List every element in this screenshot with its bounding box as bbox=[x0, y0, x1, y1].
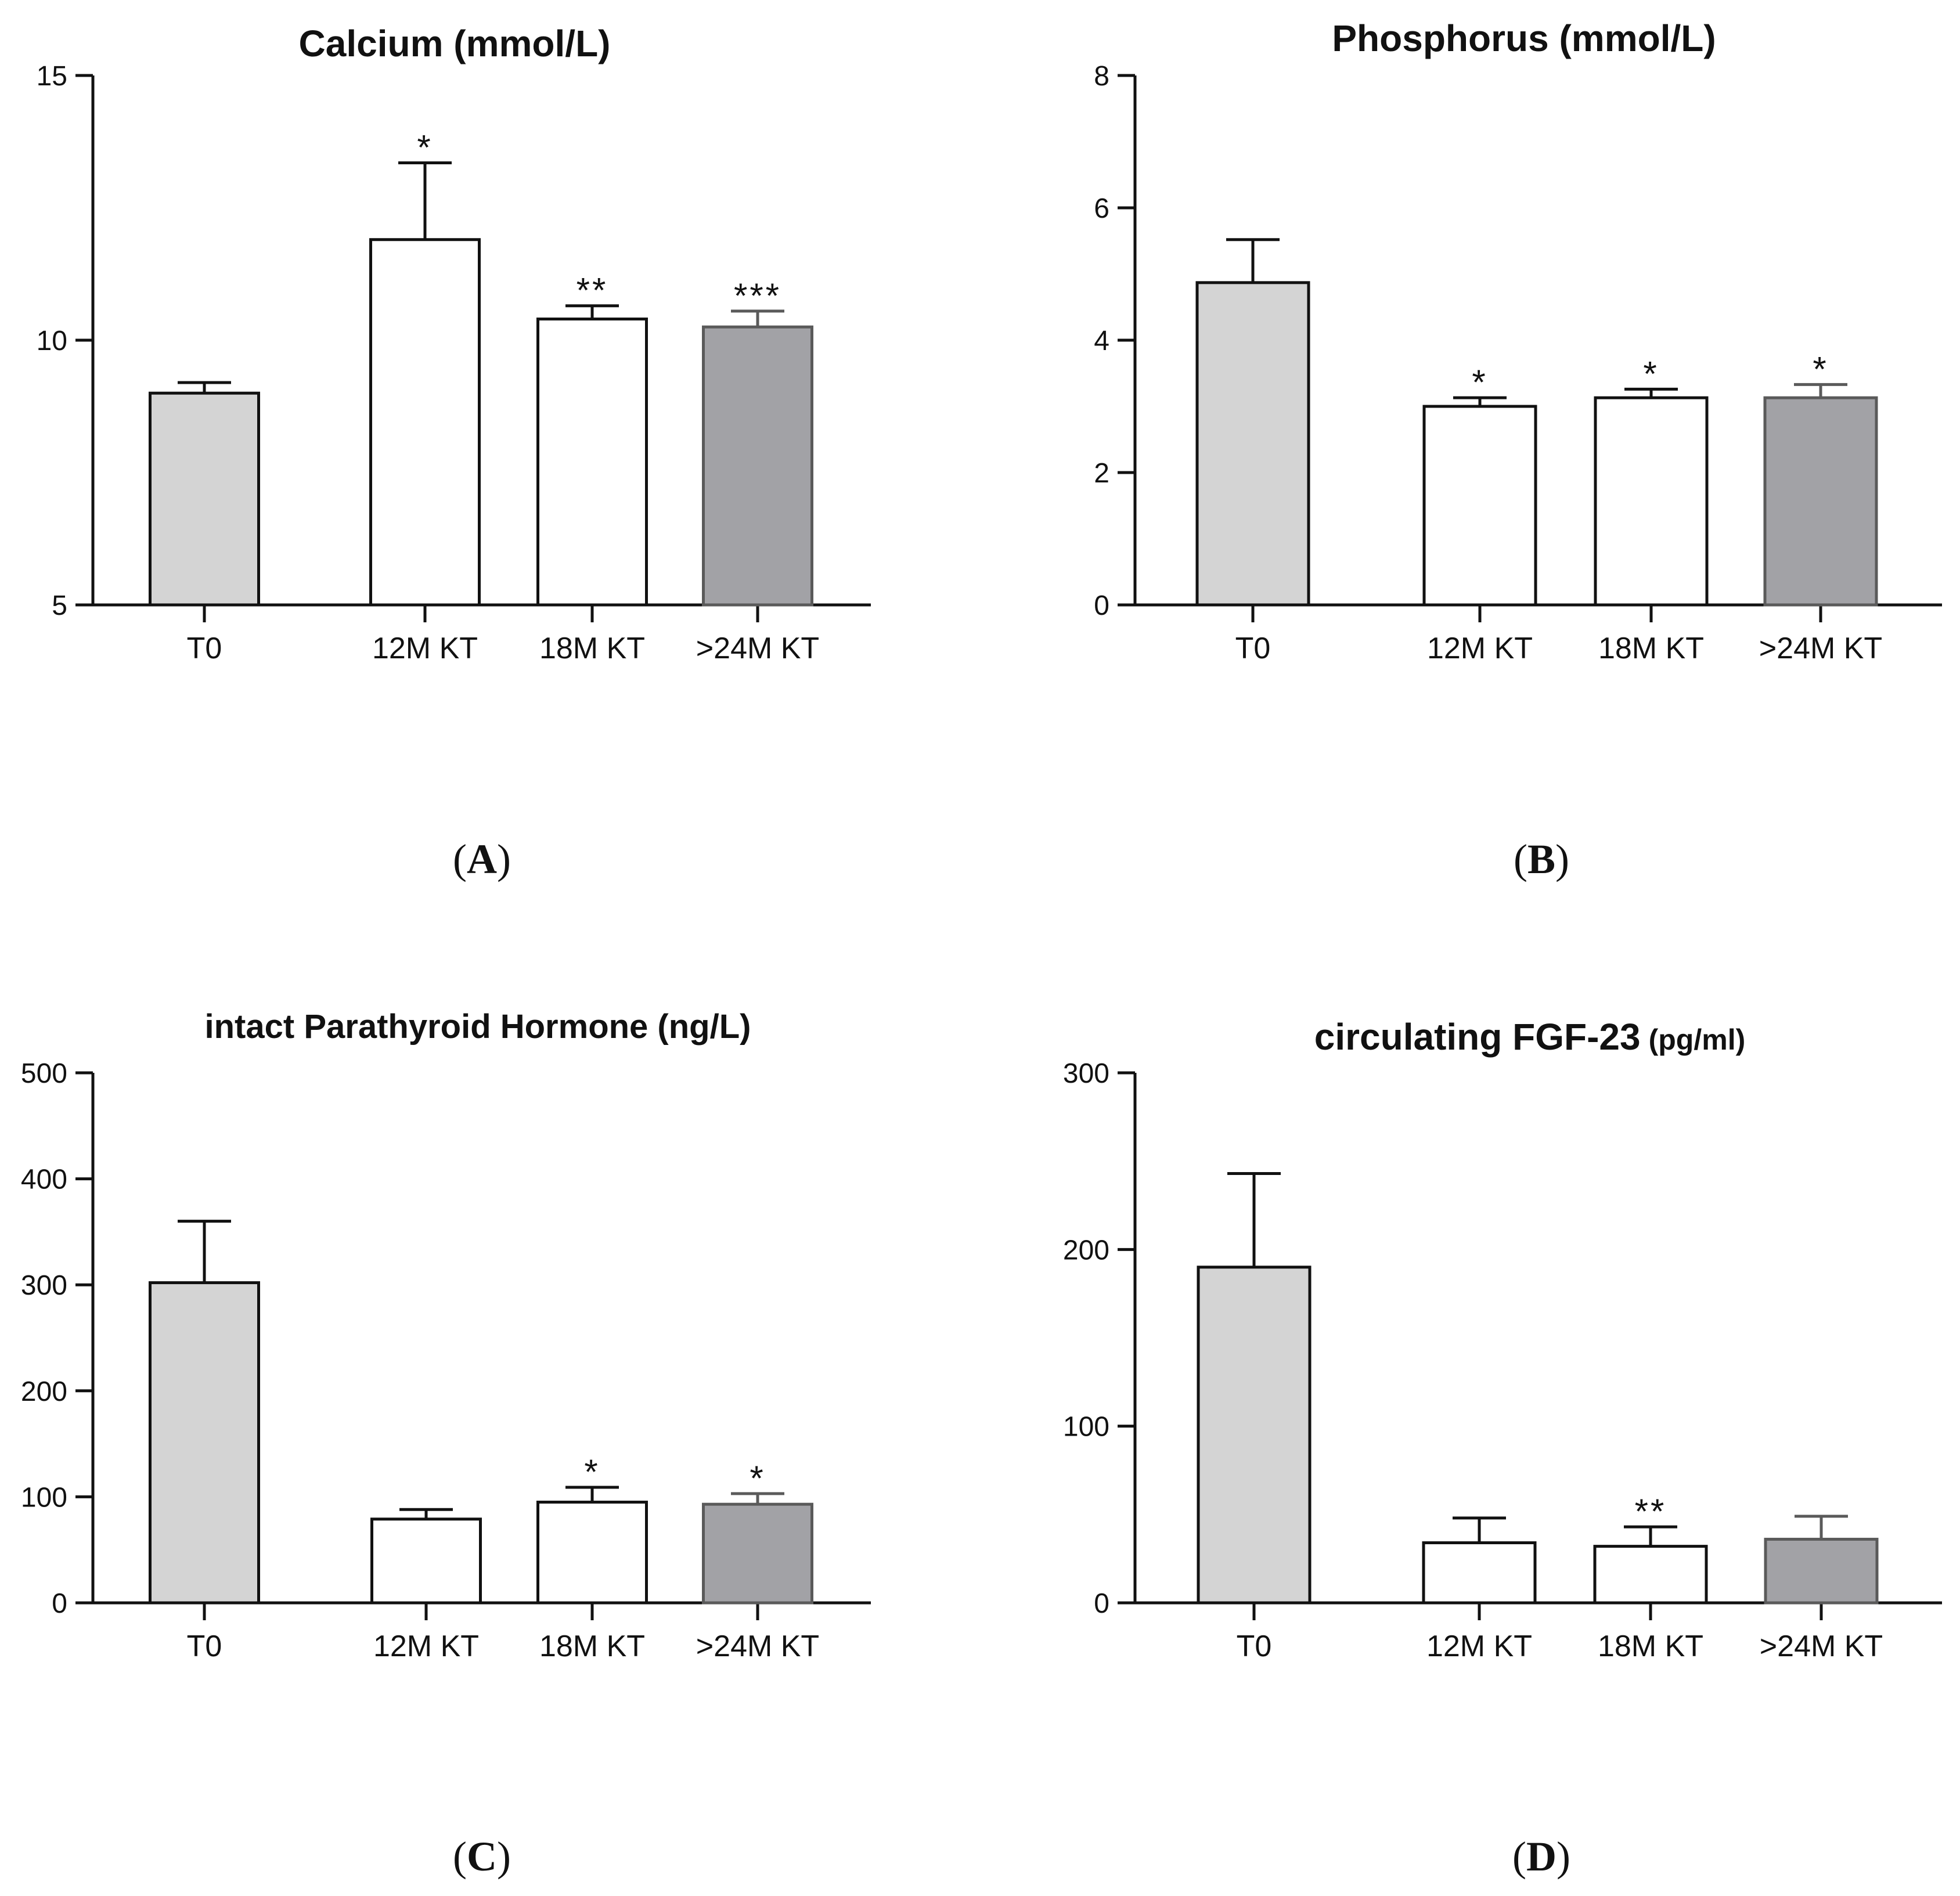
bar bbox=[1197, 1266, 1312, 1605]
bar bbox=[702, 1502, 813, 1605]
bar bbox=[1422, 405, 1537, 607]
x-category-label: >24M KT bbox=[696, 1630, 819, 1663]
x-category-label: 12M KT bbox=[1426, 1630, 1532, 1663]
y-tick-label: 0 bbox=[1094, 1588, 1109, 1619]
x-category-label: >24M KT bbox=[1760, 1630, 1883, 1663]
x-category-label: >24M KT bbox=[1759, 632, 1882, 665]
y-tick-label: 400 bbox=[21, 1165, 67, 1195]
bar bbox=[369, 238, 481, 607]
x-category-label: T0 bbox=[187, 1630, 222, 1663]
significance-label: * bbox=[417, 128, 433, 167]
significance-label: * bbox=[750, 1459, 765, 1498]
panel-label: (A) bbox=[453, 836, 511, 882]
chart-panel-a: Calcium (mmol/L) 5 10 15 T0 12M KT * 18M KT ** >2… bbox=[37, 23, 871, 882]
chart-panel-c: intact Parathyroid Hormone (ng/L) 0 100 200… bbox=[21, 1008, 871, 1880]
bar bbox=[1422, 1541, 1537, 1605]
y-tick-label: 10 bbox=[37, 326, 67, 356]
bar bbox=[536, 318, 648, 607]
x-category-label: 12M KT bbox=[1427, 632, 1533, 665]
bar bbox=[1764, 1537, 1879, 1605]
significance-label: ** bbox=[577, 271, 608, 310]
significance-label: * bbox=[584, 1452, 600, 1491]
y-tick-label: 8 bbox=[1094, 61, 1109, 92]
chart-title: Calcium (mmol/L) bbox=[299, 23, 611, 64]
significance-label: * bbox=[1643, 354, 1659, 393]
y-tick-label: 100 bbox=[1063, 1412, 1109, 1443]
y-tick-label: 6 bbox=[1094, 193, 1109, 224]
x-category-label: 18M KT bbox=[1598, 632, 1704, 665]
y-tick-label: 500 bbox=[21, 1058, 67, 1089]
y-tick-label: 0 bbox=[52, 1588, 67, 1619]
y-tick-label: 5 bbox=[52, 590, 67, 621]
x-category-label: 18M KT bbox=[1598, 1630, 1703, 1663]
y-tick-label: 0 bbox=[1094, 590, 1109, 621]
y-tick-label: 100 bbox=[21, 1482, 67, 1513]
y-tick-label: 200 bbox=[21, 1376, 67, 1407]
y-tick-label: 300 bbox=[1063, 1058, 1109, 1089]
x-category-label: 18M KT bbox=[539, 1630, 645, 1663]
significance-label: * bbox=[1472, 363, 1487, 402]
bar bbox=[702, 325, 813, 607]
bar bbox=[149, 391, 260, 607]
y-tick-label: 15 bbox=[37, 61, 67, 92]
chart-title: Phosphorus (mmol/L) bbox=[1332, 17, 1716, 59]
significance-label: ** bbox=[1635, 1492, 1667, 1531]
significance-label: *** bbox=[734, 276, 781, 315]
panel-label: (D) bbox=[1512, 1833, 1570, 1880]
bar bbox=[1594, 396, 1709, 607]
y-tick-label: 200 bbox=[1063, 1235, 1109, 1266]
y-tick-label: 300 bbox=[21, 1270, 67, 1301]
x-category-label: T0 bbox=[187, 632, 222, 665]
chart-title: intact Parathyroid Hormone (ng/L) bbox=[205, 1008, 751, 1046]
chart-panel-b: Phosphorus (mmol/L) 0 2 4 6 8 T0 12M KT * 18M KT *… bbox=[1094, 17, 1942, 882]
x-category-label: 18M KT bbox=[539, 632, 645, 665]
y-tick-label: 2 bbox=[1094, 458, 1109, 489]
x-category-label: 12M KT bbox=[372, 632, 478, 665]
significance-label: * bbox=[1813, 349, 1828, 388]
panel-label: (C) bbox=[453, 1833, 511, 1880]
bar bbox=[1593, 1545, 1708, 1605]
bar bbox=[149, 1281, 260, 1605]
bar bbox=[536, 1501, 648, 1605]
chart-title: circulating FGF-23 (pg/ml) bbox=[1314, 1016, 1746, 1058]
x-category-label: T0 bbox=[1235, 632, 1271, 665]
bar bbox=[370, 1517, 482, 1605]
bar bbox=[1195, 281, 1310, 607]
bar bbox=[1763, 396, 1878, 607]
x-category-label: T0 bbox=[1237, 1630, 1272, 1663]
panel-label: (B) bbox=[1514, 836, 1569, 882]
chart-panel-d: circulating FGF-23 (pg/ml) 0 100 200 300 T0 12M… bbox=[1063, 1016, 1942, 1880]
x-category-label: >24M KT bbox=[696, 632, 819, 665]
x-category-label: 12M KT bbox=[373, 1630, 479, 1663]
y-tick-label: 4 bbox=[1094, 326, 1109, 356]
